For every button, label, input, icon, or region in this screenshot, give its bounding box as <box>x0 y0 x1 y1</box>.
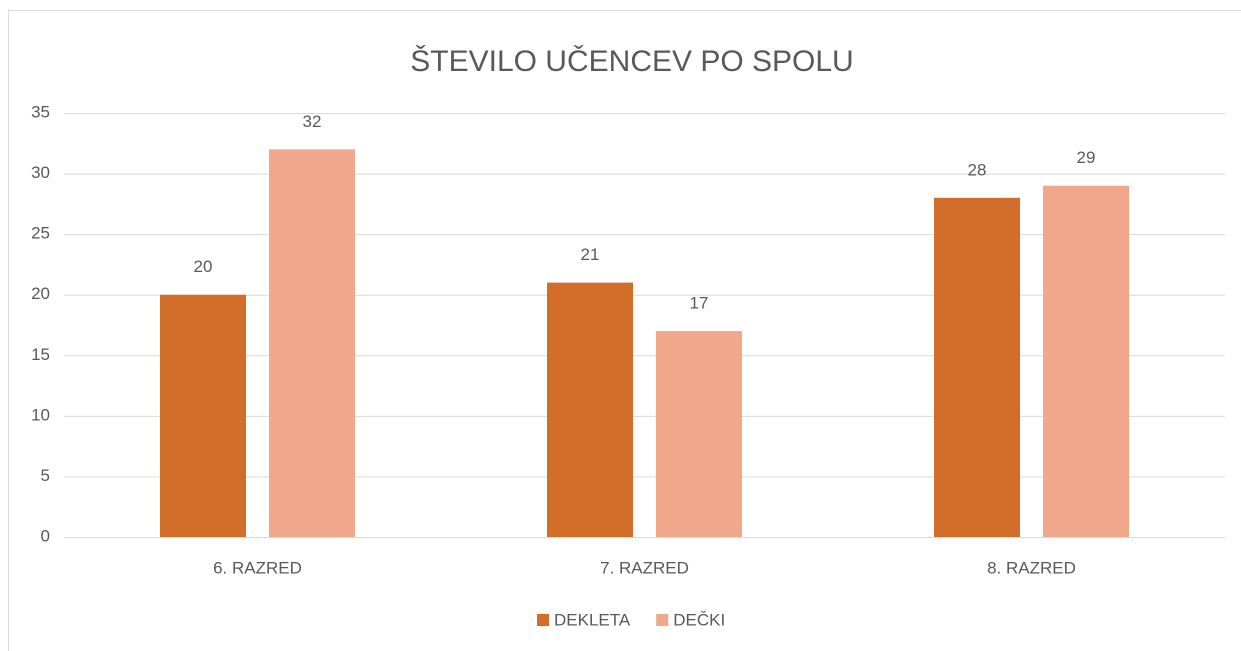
y-tick-label: 20 <box>31 284 50 303</box>
y-tick-label: 0 <box>41 526 50 545</box>
legend-label: DEČKI <box>673 610 725 629</box>
x-tick-label: 7. RAZRED <box>600 558 689 577</box>
x-tick-label: 8. RAZRED <box>987 558 1076 577</box>
y-tick-label: 10 <box>31 405 50 424</box>
data-label: 29 <box>1077 148 1096 167</box>
chart-title: ŠTEVILO UČENCEV PO SPOLU <box>410 44 853 78</box>
bar <box>1043 185 1129 537</box>
data-label: 21 <box>581 245 600 264</box>
bar <box>160 294 246 537</box>
bar <box>656 331 742 537</box>
data-label: 32 <box>303 112 322 131</box>
legend-label: DEKLETA <box>554 610 631 629</box>
y-tick-label: 15 <box>31 345 50 364</box>
y-tick-label: 30 <box>31 163 50 182</box>
bar <box>934 197 1020 538</box>
bar <box>547 282 633 537</box>
legend-swatch <box>537 614 549 626</box>
x-tick-label: 6. RAZRED <box>213 558 302 577</box>
y-tick-label: 25 <box>31 224 50 243</box>
data-label: 28 <box>968 160 987 179</box>
legend-swatch <box>656 614 669 626</box>
y-tick-label: 35 <box>31 102 50 121</box>
data-label: 17 <box>690 294 709 313</box>
data-label: 20 <box>194 257 213 276</box>
y-tick-label: 5 <box>41 466 50 485</box>
bar <box>269 149 355 538</box>
